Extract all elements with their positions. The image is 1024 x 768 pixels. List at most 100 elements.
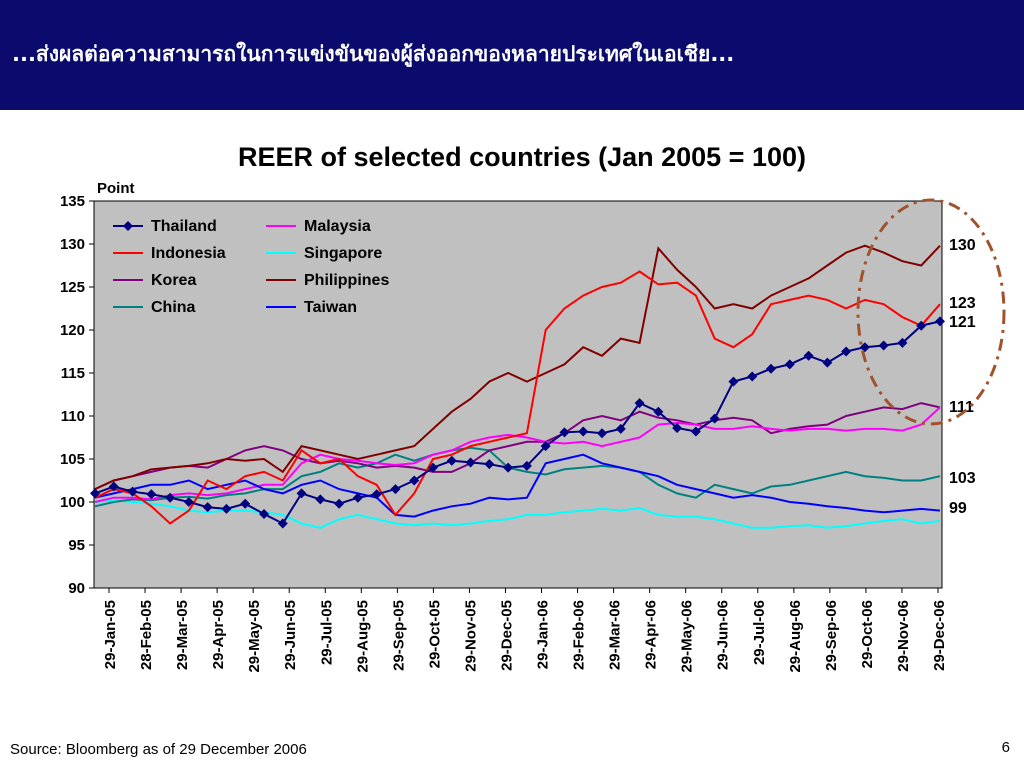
series-marker-thailand	[296, 488, 307, 499]
series-marker-thailand	[108, 481, 119, 492]
y-tick-label: 130	[60, 236, 85, 253]
series-marker-thailand	[465, 457, 476, 468]
series-marker-thailand	[390, 484, 401, 495]
legend-label-thailand: Thailand	[151, 218, 217, 235]
x-tick-label: 29-Aug-06	[787, 600, 804, 673]
x-tick-label: 29-Jul-05	[318, 600, 335, 665]
end-value-label: 99	[949, 500, 967, 517]
x-tick-label: 29-May-05	[246, 600, 263, 673]
series-marker-thailand	[183, 497, 194, 507]
x-tick-label: 29-Dec-05	[498, 600, 515, 671]
series-marker-thailand	[841, 346, 852, 357]
end-value-label: 123	[949, 295, 976, 312]
legend-label-philippines: Philippines	[304, 272, 389, 289]
y-tick-label: 135	[60, 193, 85, 210]
x-tick-label: 29-Jan-05	[102, 600, 119, 669]
series-marker-thailand	[371, 489, 382, 500]
y-tick-label: 120	[60, 322, 85, 339]
y-tick-label: 105	[60, 451, 85, 468]
title-banner: ...ส่งผลต่อความสามารถในการแข่งขันของผู้ส…	[0, 0, 1024, 110]
y-tick-label: 125	[60, 279, 85, 296]
y-axis-label: Point	[97, 180, 135, 197]
highlight-ellipse	[856, 198, 1006, 426]
series-marker-thailand	[597, 428, 607, 439]
series-marker-thailand	[878, 340, 889, 351]
legend-label-china: China	[151, 299, 196, 316]
end-value-label: 121	[949, 314, 976, 331]
series-marker-thailand	[690, 426, 701, 437]
x-tick-label: 28-Feb-05	[138, 600, 155, 670]
series-line-korea	[94, 402, 941, 491]
series-marker-thailand	[240, 498, 251, 509]
series-marker-thailand	[784, 359, 795, 370]
x-tick-label: 29-Feb-06	[571, 600, 588, 670]
y-tick-label: 110	[61, 408, 85, 425]
legend-label-indonesia: Indonesia	[151, 245, 226, 262]
series-marker-thailand	[615, 423, 626, 434]
series-marker-thailand	[90, 488, 100, 499]
series-marker-thailand	[897, 337, 908, 348]
series-marker-thailand	[521, 460, 532, 471]
x-tick-label: 29-Jul-06	[751, 600, 768, 665]
series-marker-thailand	[446, 455, 457, 466]
series-marker-thailand	[559, 427, 570, 438]
x-tick-label: 29-Oct-06	[859, 600, 876, 668]
series-line-china	[94, 446, 941, 508]
x-tick-label: 29-Apr-06	[643, 600, 660, 669]
x-tick-label: 29-Sep-05	[390, 600, 407, 671]
series-line-philippines	[94, 244, 941, 491]
x-tick-label: 29-Nov-05	[462, 600, 479, 672]
series-marker-thailand	[728, 376, 739, 387]
x-tick-label: 29-Apr-05	[210, 600, 227, 669]
legend-label-singapore: Singapore	[304, 245, 382, 262]
y-tick-label: 95	[68, 537, 85, 554]
series-marker-thailand	[259, 509, 269, 520]
x-tick-label: 29-May-06	[679, 600, 696, 673]
x-tick-label: 29-Jun-05	[282, 600, 299, 670]
series-marker-thailand	[803, 350, 814, 361]
series-marker-thailand	[334, 498, 345, 509]
series-marker-thailand	[935, 316, 945, 327]
series-line-indonesia	[94, 270, 941, 525]
series-marker-thailand	[202, 502, 213, 513]
series-marker-thailand	[766, 363, 776, 374]
series-marker-thailand	[165, 492, 176, 503]
end-value-label: 111	[949, 399, 974, 416]
series-marker-thailand	[409, 475, 420, 486]
banner-title: ...ส่งผลต่อความสามารถในการแข่งขันของผู้ส…	[12, 42, 735, 66]
series-marker-thailand	[146, 489, 157, 500]
series-marker-thailand	[428, 462, 438, 473]
x-tick-label: 29-Oct-05	[426, 600, 443, 668]
end-value-label: 130	[949, 237, 976, 254]
series-marker-thailand	[277, 518, 288, 529]
series-marker-thailand	[709, 413, 720, 424]
x-tick-label: 29-Jan-06	[535, 600, 552, 669]
series-marker-thailand	[653, 406, 664, 417]
x-tick-label: 29-Dec-06	[931, 600, 948, 671]
chart-title: REER of selected countries (Jan 2005 = 1…	[238, 142, 806, 172]
legend-label-korea: Korea	[151, 272, 196, 289]
legend-label-taiwan: Taiwan	[304, 299, 357, 316]
legend-label-malaysia: Malaysia	[304, 218, 371, 235]
x-tick-label: 29-Mar-06	[607, 600, 624, 670]
x-tick-label: 29-Mar-05	[174, 600, 191, 670]
series-line-thailand	[94, 320, 941, 525]
x-tick-label: 29-Jun-06	[715, 600, 732, 670]
source-note: Source: Bloomberg as of 29 December 2006	[10, 741, 307, 758]
series-marker-thailand	[916, 320, 927, 331]
series-marker-thailand	[540, 441, 551, 452]
x-tick-label: 29-Sep-06	[823, 600, 840, 671]
plot-area	[93, 200, 943, 589]
y-tick-label: 90	[68, 580, 85, 597]
series-marker-thailand	[352, 492, 363, 503]
series-marker-thailand	[578, 426, 589, 437]
series-marker-thailand	[634, 398, 645, 409]
series-marker-thailand	[503, 462, 514, 473]
x-tick-label: 29-Aug-05	[354, 600, 371, 673]
y-tick-label: 115	[61, 365, 85, 382]
series-marker-thailand	[747, 371, 758, 382]
series-marker-thailand	[822, 357, 833, 368]
series-line-singapore	[94, 499, 941, 529]
series-marker-thailand	[315, 494, 326, 505]
series-marker-thailand	[127, 486, 138, 497]
